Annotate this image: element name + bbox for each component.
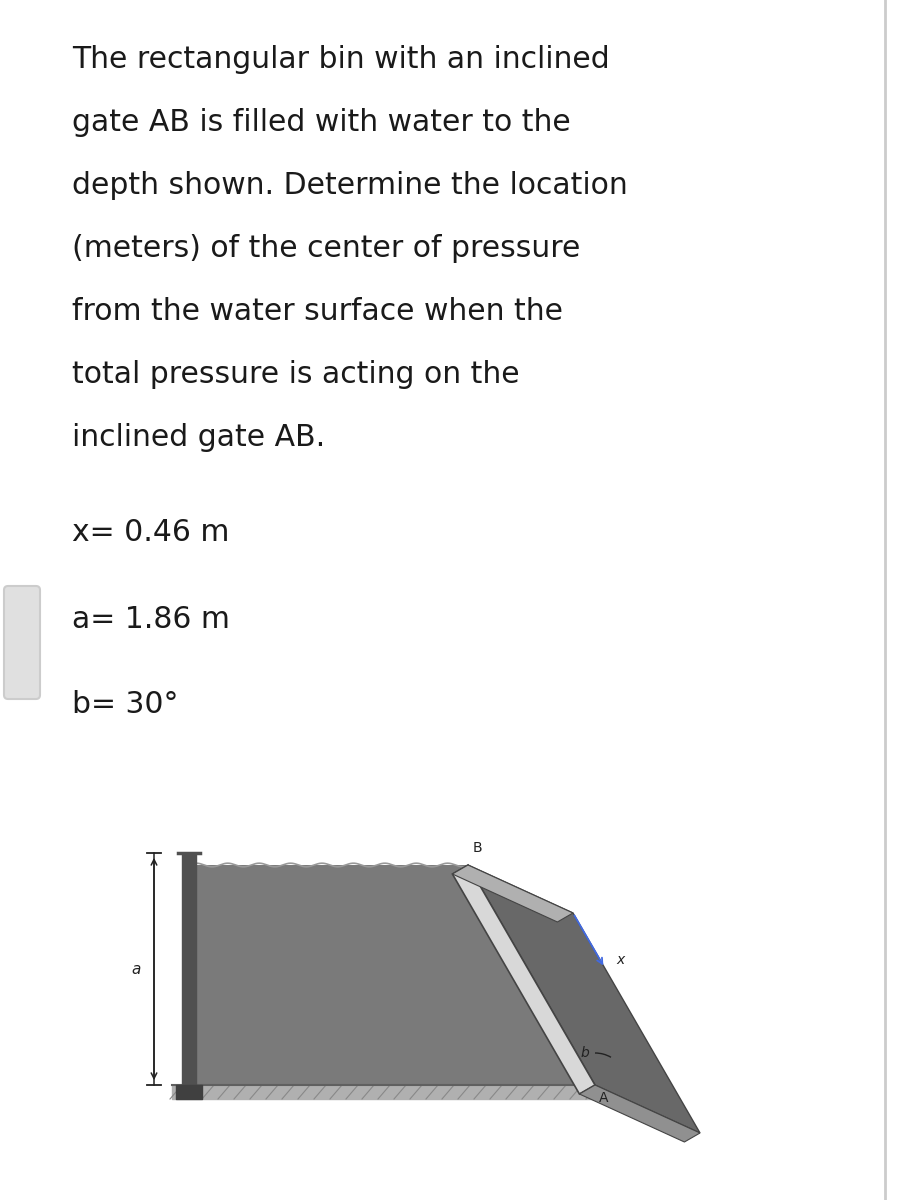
Polygon shape	[453, 865, 595, 1094]
Text: gate AB is filled with water to the: gate AB is filled with water to the	[72, 108, 571, 137]
Polygon shape	[579, 1085, 700, 1142]
Polygon shape	[195, 865, 595, 1085]
Text: total pressure is acting on the: total pressure is acting on the	[72, 360, 519, 389]
Text: A: A	[599, 1091, 609, 1105]
Text: x= 0.46 m: x= 0.46 m	[72, 518, 230, 547]
Text: from the water surface when the: from the water surface when the	[72, 296, 563, 326]
Text: x: x	[617, 953, 625, 967]
Text: b= 30°: b= 30°	[72, 690, 179, 719]
Text: B: B	[473, 841, 483, 854]
Text: a= 1.86 m: a= 1.86 m	[72, 605, 230, 634]
Polygon shape	[453, 865, 573, 922]
Text: inclined gate AB.: inclined gate AB.	[72, 422, 325, 452]
FancyBboxPatch shape	[4, 586, 40, 698]
Text: (meters) of the center of pressure: (meters) of the center of pressure	[72, 234, 580, 263]
Text: a: a	[131, 961, 140, 977]
Text: depth shown. Determine the location: depth shown. Determine the location	[72, 170, 628, 200]
Text: b: b	[580, 1046, 589, 1060]
Text: The rectangular bin with an inclined: The rectangular bin with an inclined	[72, 44, 609, 74]
Polygon shape	[468, 865, 700, 1133]
